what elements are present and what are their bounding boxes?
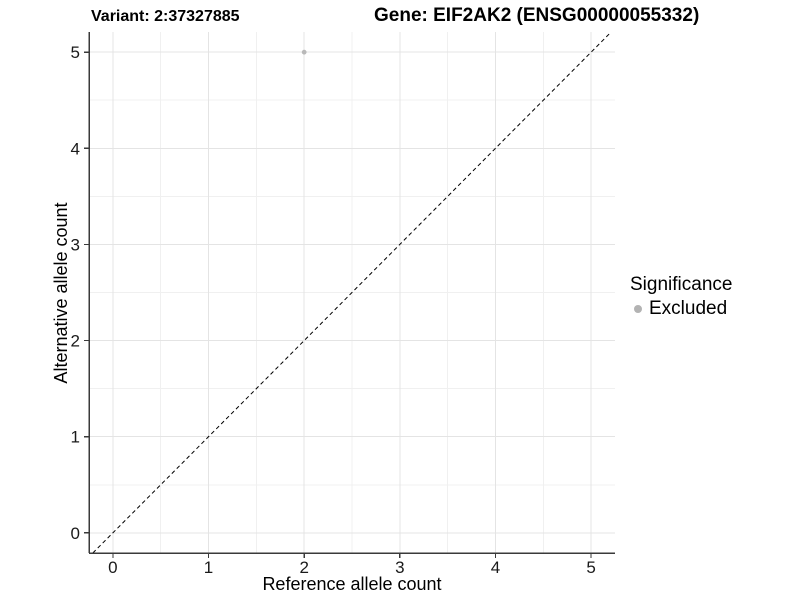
x-tick-label: 5: [586, 558, 595, 577]
x-tick-label: 2: [299, 558, 308, 577]
variant-title: Variant: 2:37327885: [91, 8, 240, 25]
legend: Significance Excluded: [630, 274, 732, 320]
x-tick-label: 4: [491, 558, 500, 577]
data-point: [301, 49, 307, 55]
y-tick-label: 3: [71, 235, 80, 254]
x-tick-label: 1: [204, 558, 213, 577]
legend-title: Significance: [630, 274, 733, 295]
identity-line: [92, 31, 612, 554]
y-tick-label: 0: [71, 524, 80, 543]
x-axis-title: Reference allele count: [262, 574, 442, 594]
excluded-marker-icon: [634, 304, 642, 313]
legend-entry-label: Excluded: [649, 297, 728, 319]
x-tick-label: 3: [395, 558, 404, 577]
y-tick-label: 1: [71, 428, 80, 447]
y-tick-label: 4: [71, 139, 80, 158]
y-tick-label: 2: [71, 332, 80, 351]
x-tick-label: 0: [108, 558, 117, 577]
y-tick-label: 5: [71, 43, 80, 62]
legend-entry-excluded: Excluded: [634, 298, 732, 320]
y-axis-title: Alternative allele count: [51, 202, 71, 384]
gene-title: Gene: EIF2AK2 (ENSG00000055332): [374, 5, 700, 26]
